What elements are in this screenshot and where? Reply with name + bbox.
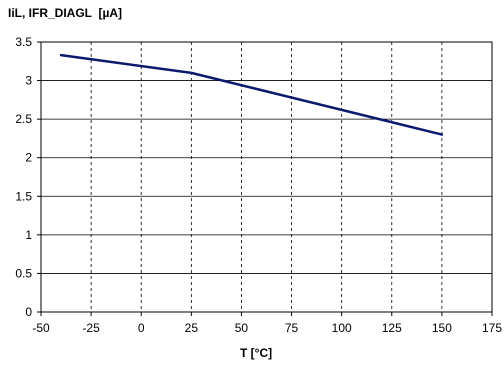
x-tick-label: 0: [138, 321, 145, 335]
y-tick-label: 0: [25, 305, 32, 319]
y-tick-label: 3: [25, 74, 32, 88]
y-tick-label: 1: [25, 228, 32, 242]
y-tick-label: 0.5: [15, 266, 32, 280]
x-axis-title: T [°C]: [240, 346, 273, 360]
x-tick-label: 125: [382, 321, 402, 335]
plot-frame: [40, 41, 493, 313]
x-tick-label: 25: [185, 321, 199, 335]
y-tick-label: 2.5: [15, 112, 32, 126]
y-axis-title: IiL, IFR_DIAGL [µA]: [8, 6, 123, 20]
x-tick-label: 100: [332, 321, 352, 335]
x-tick-label: 150: [432, 321, 452, 335]
series-line: [59, 53, 444, 136]
x-tick-label: -50: [32, 321, 50, 335]
x-tick-label: 75: [285, 321, 299, 335]
x-tick-label: -25: [82, 321, 100, 335]
y-tick-label: 2: [25, 151, 32, 165]
x-tick-label: 175: [482, 321, 502, 335]
y-tick-label: 3.5: [15, 35, 32, 49]
y-tick-label: 1.5: [15, 189, 32, 203]
x-tick-label: 50: [235, 321, 249, 335]
